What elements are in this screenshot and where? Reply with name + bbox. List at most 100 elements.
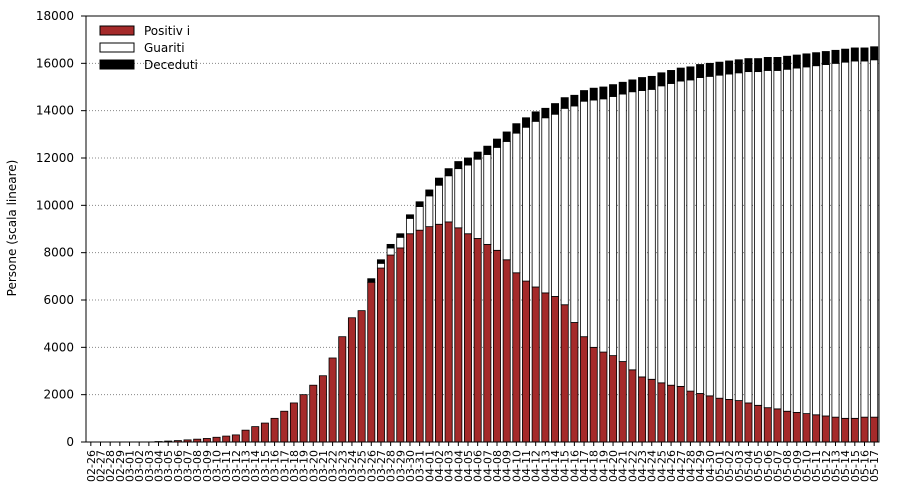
bar-segment-positivi (522, 280, 530, 443)
x-tick-label: 03-02 (133, 450, 146, 482)
x-tick-label: 03-16 (269, 450, 282, 482)
x-tick-label: 04-09 (501, 450, 514, 482)
bar-segment-guariti (831, 62, 840, 418)
bar-segment-deceduti (850, 47, 859, 62)
bar-segment-guariti (802, 66, 811, 415)
bar-segment-positivi (541, 292, 550, 443)
bar-segment-positivi (812, 414, 821, 443)
y-tick-label: 16000 (36, 56, 74, 70)
bar-segment-guariti (696, 77, 705, 394)
bar-segment-positivi (299, 394, 308, 443)
x-tick-label: 03-24 (346, 450, 359, 482)
axes: 0 2000 4000 6000 8000 10000 12000 14000 16000 180… (36, 9, 881, 482)
x-tick-label: 03-15 (259, 450, 272, 482)
bar-segment-positivi (493, 249, 501, 443)
x-tick-label: 03-04 (153, 450, 166, 482)
bar-segment-guariti (560, 107, 569, 306)
bar-segment-positivi (483, 243, 492, 443)
x-tick-label: 04-16 (568, 450, 581, 482)
bar-segment-guariti (647, 88, 656, 380)
bar-segment-guariti (541, 117, 550, 294)
bar-segment-guariti (686, 79, 695, 392)
bar-segment-guariti (376, 262, 385, 269)
x-tick-label: 04-08 (491, 450, 504, 482)
bar-segment-deceduti (676, 67, 685, 82)
bar-segment-positivi (231, 434, 240, 443)
bar-segment-positivi (328, 357, 337, 443)
bar-segment-deceduti (589, 87, 598, 101)
x-tick-label: 03-13 (240, 450, 253, 482)
bar-segment-deceduti (647, 75, 656, 90)
x-tick-label: 04-27 (675, 450, 688, 482)
bar-segment-positivi (599, 351, 608, 443)
legend-swatch-deceduti (99, 59, 135, 70)
bar-segment-deceduti (783, 55, 792, 70)
bar-segment-guariti (386, 247, 395, 256)
bar-segment-positivi (376, 267, 385, 443)
bar-segment-deceduti (705, 62, 714, 77)
x-tick-label: 04-02 (433, 450, 446, 482)
x-tick-label: 05-08 (781, 450, 794, 482)
bar-segment-deceduti (792, 54, 801, 69)
bar-segment-positivi (821, 415, 830, 443)
bar-segment-guariti (444, 175, 453, 223)
x-tick-label: 03-22 (327, 450, 340, 482)
bar-segment-positivi (725, 398, 734, 443)
x-tick-label: 04-25 (655, 450, 668, 482)
x-tick-label: 04-18 (588, 450, 601, 482)
bar-segment-positivi (560, 304, 569, 443)
bar-segment-positivi (270, 417, 279, 443)
bar-segment-deceduti (802, 53, 811, 68)
bar-segment-guariti (850, 60, 859, 419)
x-tick-label: 03-08 (191, 450, 204, 482)
x-tick-label: 03-03 (143, 450, 156, 482)
bar-segment-positivi (222, 435, 231, 443)
bar-segment-deceduti (870, 46, 879, 61)
bar-segment-positivi (860, 416, 869, 443)
bar-segment-positivi (241, 429, 250, 443)
x-tick-label: 03-06 (172, 450, 185, 482)
bar-segment-guariti (783, 68, 792, 412)
x-tick-label: 02-26 (85, 450, 98, 482)
bar-segment-deceduti (396, 233, 405, 238)
bar-segment-positivi (289, 402, 298, 443)
x-tick-label: 03-12 (230, 450, 243, 482)
x-tick-label: 03-05 (162, 450, 175, 482)
bar-segment-positivi (783, 410, 792, 443)
x-tick-label: 03-31 (414, 450, 427, 482)
plot-frame (85, 15, 880, 443)
bar-segment-guariti (580, 100, 589, 338)
bar-segment-positivi (754, 404, 763, 443)
x-tick-label: 03-01 (124, 450, 137, 482)
bar-segment-positivi (435, 223, 443, 443)
bar-segment-positivi (464, 233, 472, 443)
x-tick-label: 04-06 (472, 450, 485, 482)
x-tick-label: 04-23 (636, 450, 649, 482)
bar-segment-positivi (609, 355, 618, 443)
bar-segment-positivi (763, 407, 772, 443)
x-tick-label: 04-12 (530, 450, 543, 482)
bar-segment-deceduti (425, 189, 434, 197)
bar-segment-guariti (676, 80, 685, 387)
bar-segment-deceduti (570, 94, 579, 107)
x-tick-label: 03-14 (249, 450, 262, 482)
x-tick-label: 04-17 (578, 450, 591, 482)
bar-segment-deceduti (744, 58, 753, 73)
bar-segment-deceduti (754, 58, 763, 73)
x-tick-label: 03-23 (336, 450, 349, 482)
bar-segment-deceduti (415, 201, 424, 207)
bar-segment-positivi (444, 221, 453, 443)
bar-segment-guariti (609, 96, 618, 357)
y-tick-label: 6000 (43, 293, 74, 307)
bar-segment-positivi (792, 412, 801, 443)
x-tick-label: 03-21 (317, 450, 330, 482)
x-tick-label: 05-14 (839, 450, 852, 482)
bar-segment-positivi (367, 281, 376, 443)
bar-segment-guariti (667, 83, 676, 386)
x-tick-label: 04-19 (597, 450, 610, 482)
x-tick-label: 02-28 (104, 450, 117, 482)
x-tick-label: 05-11 (810, 450, 823, 482)
x-tick-label: 02-27 (95, 450, 108, 482)
bar-segment-positivi (618, 361, 627, 443)
